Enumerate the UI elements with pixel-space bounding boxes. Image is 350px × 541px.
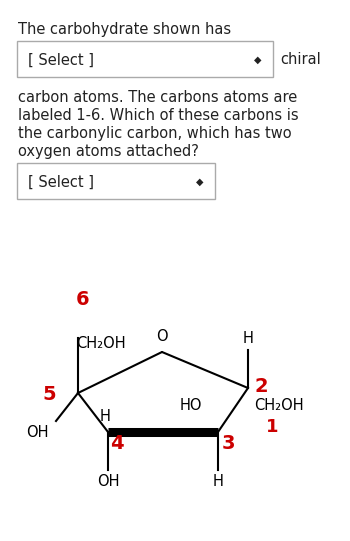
FancyBboxPatch shape (17, 41, 273, 77)
Text: OH: OH (97, 474, 119, 489)
Text: 6: 6 (76, 290, 90, 309)
Text: the carbonylic carbon, which has two: the carbonylic carbon, which has two (18, 126, 292, 141)
Text: 1: 1 (266, 418, 279, 436)
Text: chiral: chiral (280, 52, 321, 68)
Text: OH: OH (26, 425, 49, 440)
Text: [ Select ]: [ Select ] (28, 52, 94, 68)
Text: [ Select ]: [ Select ] (28, 175, 94, 189)
Text: carbon atoms. The carbons atoms are: carbon atoms. The carbons atoms are (18, 90, 297, 105)
Text: O: O (156, 329, 168, 344)
Text: 4: 4 (110, 434, 124, 453)
Text: CH₂OH: CH₂OH (76, 336, 126, 351)
Text: 5: 5 (42, 386, 56, 405)
Text: H: H (212, 474, 223, 489)
Text: HO: HO (180, 398, 203, 413)
FancyBboxPatch shape (17, 163, 215, 199)
Text: ◆: ◆ (196, 177, 204, 187)
Text: H: H (243, 331, 253, 346)
Text: labeled 1-6. Which of these carbons is: labeled 1-6. Which of these carbons is (18, 108, 299, 123)
Text: ◆: ◆ (254, 55, 262, 65)
Text: The carbohydrate shown has: The carbohydrate shown has (18, 22, 231, 37)
Text: oxygen atoms attached?: oxygen atoms attached? (18, 144, 199, 159)
Text: CH₂OH: CH₂OH (254, 398, 304, 413)
Text: H: H (100, 409, 111, 424)
Text: 2: 2 (254, 377, 268, 395)
Text: 3: 3 (222, 434, 236, 453)
